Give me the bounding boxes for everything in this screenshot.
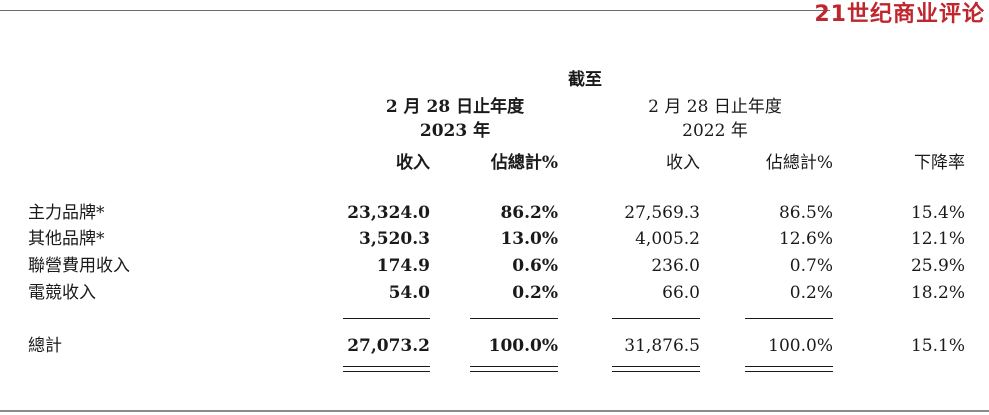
total-double-rule xyxy=(612,366,700,372)
cell-decline: 25.9% xyxy=(910,256,965,276)
prior-year-heading: 2022 年 xyxy=(682,121,748,141)
cell-decline: 15.4% xyxy=(910,203,965,223)
total-double-rule xyxy=(470,366,558,372)
subtotal-rule xyxy=(612,318,700,319)
total-share-2023: 100.0% xyxy=(488,336,558,356)
total-revenue-2022: 31,876.5 xyxy=(624,336,700,356)
cell-share-2023: 0.2% xyxy=(512,283,558,303)
row-label: 其他品牌* xyxy=(28,229,105,249)
total-decline: 15.1% xyxy=(910,336,965,356)
total-label: 總計 xyxy=(28,336,62,356)
cell-revenue-2022: 236.0 xyxy=(651,256,700,276)
cell-share-2022: 0.7% xyxy=(789,256,833,276)
col-header-decline: 下降率 xyxy=(914,153,965,173)
cell-revenue-2023: 54.0 xyxy=(388,283,430,303)
col-header-share-2022: 佔總計% xyxy=(765,153,833,173)
subtotal-rule xyxy=(745,318,833,319)
col-header-share-2023: 佔總計% xyxy=(490,153,558,173)
subtotal-rule xyxy=(470,318,558,319)
total-double-rule xyxy=(343,366,430,372)
cell-share-2022: 0.2% xyxy=(789,283,833,303)
cell-share-2023: 0.6% xyxy=(512,256,558,276)
cell-decline: 12.1% xyxy=(910,229,965,249)
col-header-revenue-2023: 收入 xyxy=(396,153,430,173)
current-period-heading: 2 月 28 日止年度 xyxy=(385,97,525,117)
subtotal-rule xyxy=(343,318,430,319)
cell-revenue-2023: 23,324.0 xyxy=(347,203,430,223)
row-label: 電競收入 xyxy=(28,283,96,303)
row-label: 聯營費用收入 xyxy=(28,256,130,276)
cell-revenue-2022: 66.0 xyxy=(662,283,700,303)
bottom-divider xyxy=(0,410,989,412)
row-label: 主力品牌* xyxy=(28,203,105,223)
current-year-heading: 2023 年 xyxy=(419,121,491,141)
cell-revenue-2022: 4,005.2 xyxy=(635,229,700,249)
cell-share-2023: 86.2% xyxy=(500,203,558,223)
cell-share-2022: 86.5% xyxy=(778,203,833,223)
cell-revenue-2022: 27,569.3 xyxy=(624,203,700,223)
cell-revenue-2023: 174.9 xyxy=(376,256,430,276)
total-share-2022: 100.0% xyxy=(768,336,833,356)
as-of-heading: 截至 xyxy=(568,70,602,90)
prior-period-heading: 2 月 28 日止年度 xyxy=(648,97,782,117)
cell-share-2022: 12.6% xyxy=(778,229,833,249)
brand-logo: 21世纪商业评论 xyxy=(814,2,985,27)
col-header-revenue-2022: 收入 xyxy=(666,153,700,173)
total-double-rule xyxy=(745,366,833,372)
cell-revenue-2023: 3,520.3 xyxy=(359,229,430,249)
cell-decline: 18.2% xyxy=(910,283,965,303)
total-revenue-2023: 27,073.2 xyxy=(347,336,430,356)
top-divider xyxy=(0,10,830,11)
cell-share-2023: 13.0% xyxy=(500,229,558,249)
